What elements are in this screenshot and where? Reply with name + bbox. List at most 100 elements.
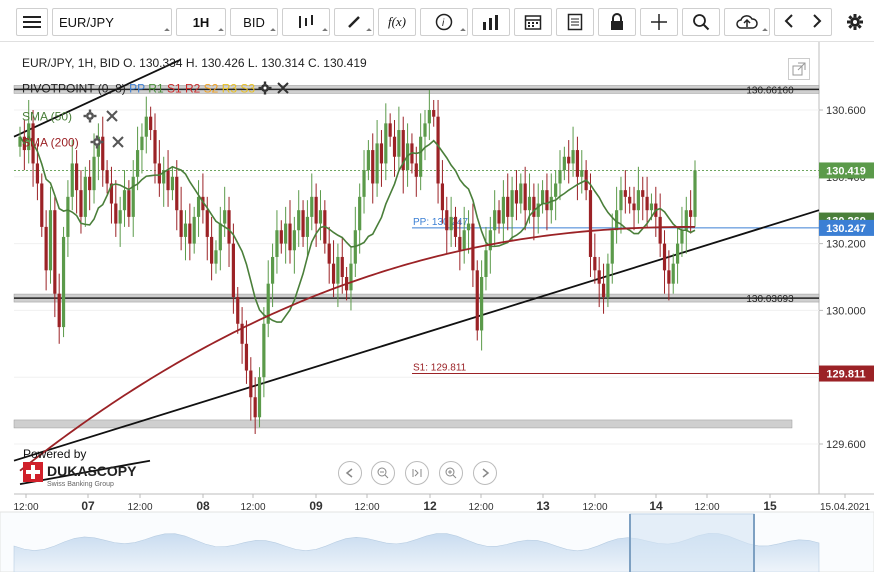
candle-body <box>623 190 627 197</box>
candle-body <box>392 136 397 157</box>
timeframe-selector[interactable]: 1H <box>176 8 226 36</box>
x-tick-label: 12:00 <box>582 502 607 513</box>
candle-body <box>288 223 292 251</box>
function-icon[interactable]: f(x) <box>378 8 416 36</box>
candle-body <box>432 110 436 117</box>
y-tick-label: 130.000 <box>826 305 866 317</box>
pivot-label: S1: 129.811 <box>413 363 467 374</box>
logo-sub: Swiss Banking Group <box>47 481 114 488</box>
calendar-icon[interactable] <box>514 8 552 36</box>
x-tick-label: 08 <box>196 499 210 513</box>
candle-body <box>606 263 610 298</box>
candle-body <box>214 250 218 264</box>
reset-zoom-icon[interactable] <box>405 461 429 485</box>
candle-body <box>497 210 501 224</box>
symbol-selector[interactable]: EUR/JPY <box>52 8 172 36</box>
candle-body <box>379 143 384 164</box>
scroll-left-icon[interactable] <box>338 461 362 485</box>
candle-body <box>684 210 688 231</box>
candle-body <box>35 163 40 184</box>
candle-body <box>458 236 462 251</box>
sma50-settings-icon[interactable] <box>83 109 97 126</box>
zoom-icon[interactable] <box>682 8 720 36</box>
x-tick-label: 14 <box>649 499 663 513</box>
candle-body <box>79 190 83 217</box>
candle-body <box>140 136 144 151</box>
candle-body <box>519 183 523 204</box>
indicators-bar-icon[interactable] <box>472 8 510 36</box>
candle-body <box>275 230 279 257</box>
candle-body <box>218 223 222 251</box>
candle-body <box>506 196 510 217</box>
candle-body <box>227 210 231 244</box>
info-icon[interactable]: i <box>420 8 468 36</box>
sma200-settings-icon[interactable] <box>90 135 104 152</box>
candle-body <box>475 270 479 331</box>
candle-body <box>436 116 440 184</box>
sma50-label: SMA (50) <box>22 109 73 124</box>
sma200-remove-icon[interactable] <box>111 135 125 152</box>
price-chart[interactable]: 130.66160 130.03693 PP: 130.247 S1: 129.81… <box>0 42 874 572</box>
candle-body <box>366 150 370 171</box>
side-selector[interactable]: BID <box>230 8 278 36</box>
candle-body <box>610 230 614 264</box>
candle-body <box>562 156 566 171</box>
candle-body <box>101 136 105 171</box>
candle-body <box>257 377 262 418</box>
hamburger-icon[interactable] <box>16 8 48 36</box>
report-icon[interactable] <box>556 8 594 36</box>
ohlc-info: EUR/JPY, 1H, BID O. 130.334 H. 130.426 L… <box>22 56 367 70</box>
candle-body <box>44 226 48 271</box>
x-tick-label: 15 <box>763 499 777 513</box>
pivot-legend-item: S1 <box>163 81 182 96</box>
pivot-remove-icon[interactable] <box>276 81 290 98</box>
cloud-upload-icon[interactable] <box>724 8 770 36</box>
candle-body <box>693 170 697 217</box>
candle-body <box>336 256 340 284</box>
candle-body <box>501 196 505 224</box>
draw-pencil-icon[interactable] <box>334 8 374 36</box>
candle-body <box>662 243 667 271</box>
candle-body <box>514 190 519 204</box>
candle-body <box>667 270 671 284</box>
candle-body <box>210 236 214 264</box>
zoom-in-icon[interactable] <box>439 461 463 485</box>
pivot-settings-icon[interactable] <box>258 81 272 98</box>
trendline-upper <box>13 59 181 138</box>
arrow-right-icon[interactable] <box>812 13 822 32</box>
candle-body <box>270 256 275 284</box>
candle-body <box>549 196 553 211</box>
gear-icon[interactable] <box>838 8 872 36</box>
zoom-out-icon[interactable] <box>371 461 395 485</box>
navigator-strip[interactable] <box>0 511 874 572</box>
candle-body <box>480 277 484 331</box>
y-tick-label: 130.200 <box>826 239 866 251</box>
crosshair-icon[interactable] <box>640 8 678 36</box>
candle-body <box>297 210 301 231</box>
candle-body <box>445 210 449 231</box>
candle-body <box>636 190 640 211</box>
candle-body <box>301 210 305 237</box>
candle-body <box>88 176 92 191</box>
candle-body <box>236 297 240 324</box>
popout-icon[interactable] <box>788 58 810 80</box>
candle-body <box>253 397 257 418</box>
sma50-remove-icon[interactable] <box>105 109 119 126</box>
logo-text: DUKASCOPY <box>47 463 137 479</box>
candle-body <box>262 323 266 378</box>
candle-body <box>179 210 183 237</box>
scroll-right-icon[interactable] <box>473 461 497 485</box>
candle-body <box>645 196 649 211</box>
candle-body <box>118 210 122 224</box>
lower-band <box>13 419 793 429</box>
pivot-label: PP: 130.247 <box>413 217 468 228</box>
candle-body <box>292 230 296 251</box>
lock-icon[interactable] <box>598 8 636 36</box>
candle-body <box>440 183 445 211</box>
candle-type-icon[interactable] <box>282 8 330 36</box>
candle-body <box>375 143 379 184</box>
candle-body <box>149 116 153 131</box>
arrow-left-icon[interactable] <box>784 13 794 32</box>
candle-body <box>567 156 571 164</box>
candle-body <box>658 216 662 244</box>
